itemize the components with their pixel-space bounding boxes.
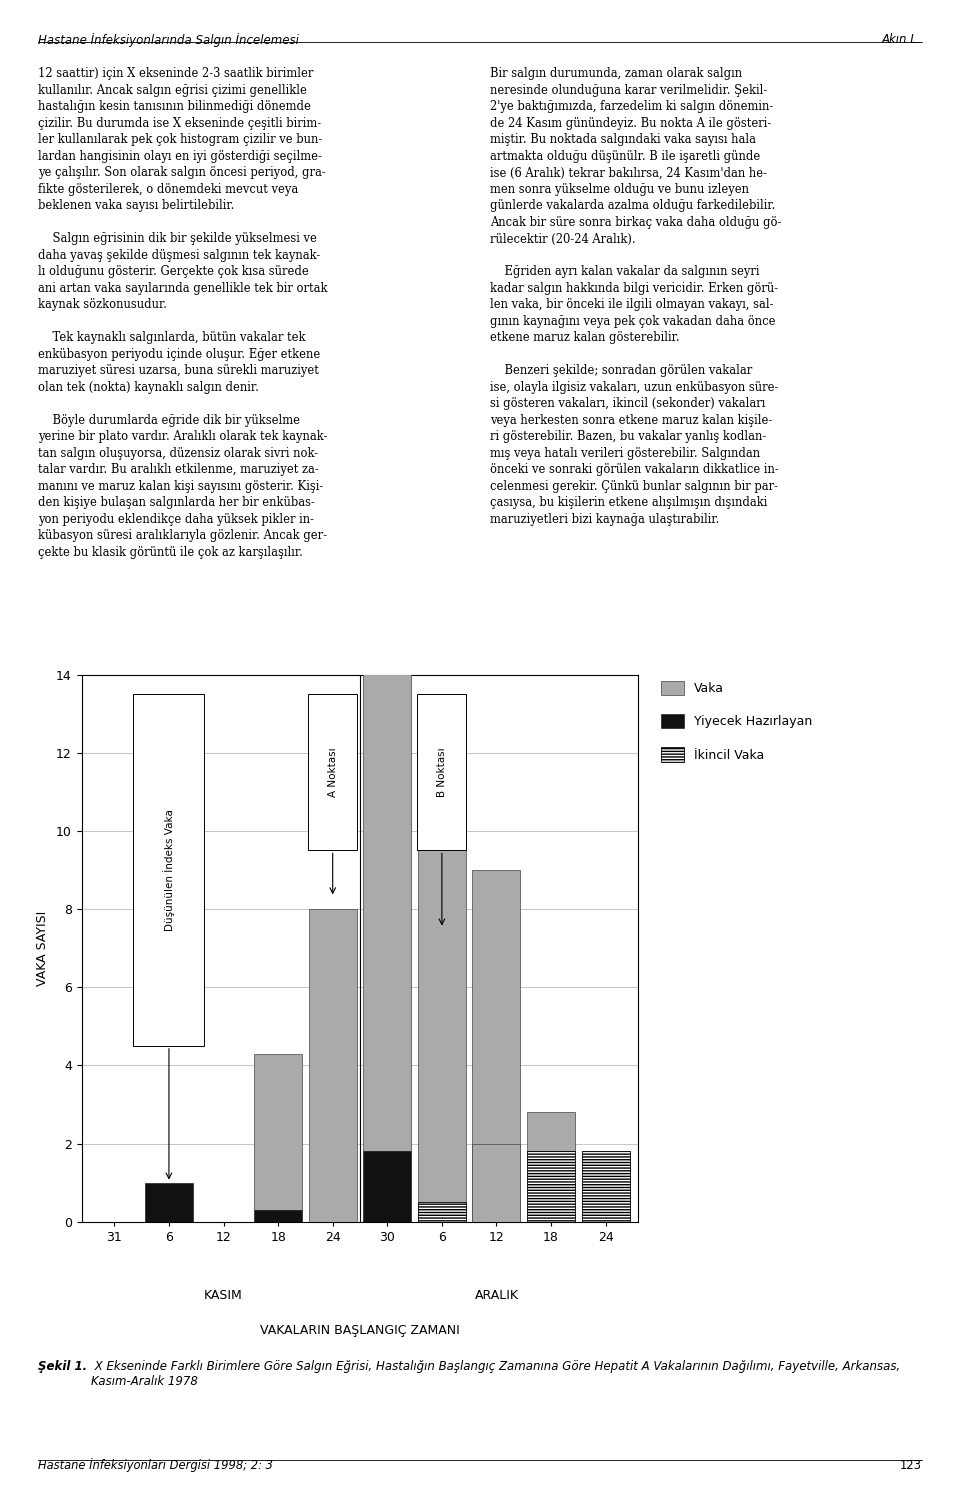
Bar — [145, 1183, 193, 1222]
Text: B Noktası: B Noktası — [437, 748, 447, 797]
Bar — [418, 1202, 466, 1222]
FancyBboxPatch shape — [308, 694, 357, 850]
Legend: Vaka, Yiyecek Hazırlayan, İkincil Vaka: Vaka, Yiyecek Hazırlayan, İkincil Vaka — [661, 681, 812, 761]
Text: 12 saattir) için X ekseninde 2-3 saatlik birimler
kullanılır. Ancak salgın eğris: 12 saattir) için X ekseninde 2-3 saatlik… — [38, 67, 328, 559]
Bar — [309, 908, 357, 1222]
FancyBboxPatch shape — [133, 694, 204, 1046]
Text: KASIM: KASIM — [204, 1289, 243, 1303]
Text: 123: 123 — [900, 1459, 922, 1472]
Text: Şekil 1.: Şekil 1. — [38, 1360, 87, 1373]
Text: A Noktası: A Noktası — [327, 748, 338, 797]
Bar — [254, 1210, 302, 1222]
Text: VAKALARIN BAŞLANGIÇ ZAMANI: VAKALARIN BAŞLANGIÇ ZAMANI — [260, 1324, 460, 1337]
Text: Düşünülen İndeks Vaka: Düşünülen İndeks Vaka — [163, 809, 175, 931]
Text: Akın L.: Akın L. — [882, 33, 922, 46]
Bar — [582, 1151, 630, 1222]
Y-axis label: VAKA SAYISI: VAKA SAYISI — [36, 910, 49, 986]
Bar — [527, 1151, 575, 1222]
Bar — [472, 1144, 520, 1222]
FancyBboxPatch shape — [418, 694, 467, 850]
Bar — [254, 1054, 302, 1210]
Text: Bir salgın durumunda, zaman olarak salgın
neresinde olunduğuna karar verilmelidi: Bir salgın durumunda, zaman olarak salgı… — [490, 67, 781, 526]
Bar — [472, 869, 520, 1222]
Bar — [527, 1112, 575, 1151]
Text: X Ekseninde Farklı Birimlere Göre Salgın Eğrisi, Hastalığın Başlangıç Zamanına G: X Ekseninde Farklı Birimlere Göre Salgın… — [91, 1360, 900, 1388]
Bar — [363, 1151, 411, 1222]
Bar — [418, 791, 466, 1222]
Text: Hastane İnfeksiyonlarında Salgın İncelemesi: Hastane İnfeksiyonlarında Salgın İncelem… — [38, 33, 300, 46]
Text: Hastane İnfeksiyonları Dergisi 1998; 2: 3: Hastane İnfeksiyonları Dergisi 1998; 2: … — [38, 1459, 274, 1472]
Text: ARALIK: ARALIK — [474, 1289, 518, 1303]
Bar — [363, 643, 411, 1151]
